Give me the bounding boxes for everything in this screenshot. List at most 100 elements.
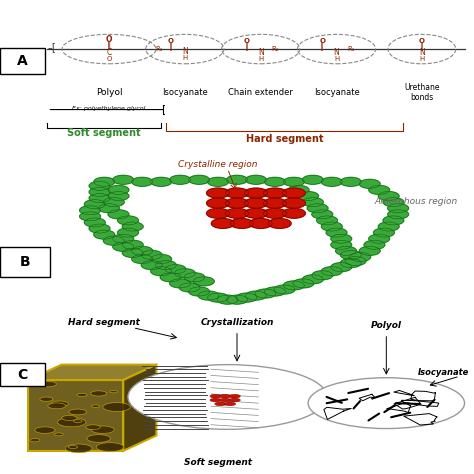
- Text: ‖: ‖: [169, 42, 173, 51]
- Circle shape: [151, 267, 172, 276]
- Circle shape: [96, 443, 124, 452]
- Circle shape: [340, 177, 361, 186]
- Circle shape: [141, 250, 162, 259]
- Circle shape: [321, 267, 342, 276]
- Circle shape: [80, 212, 100, 221]
- Circle shape: [122, 248, 143, 257]
- Circle shape: [48, 403, 66, 409]
- Circle shape: [86, 425, 100, 429]
- Circle shape: [331, 234, 352, 243]
- Text: Chain extender: Chain extender: [228, 88, 293, 97]
- Text: N: N: [419, 48, 425, 57]
- Circle shape: [99, 204, 119, 213]
- Polygon shape: [28, 365, 156, 380]
- Text: O: O: [244, 38, 249, 44]
- Circle shape: [132, 177, 153, 186]
- Circle shape: [57, 418, 86, 427]
- Circle shape: [179, 283, 200, 292]
- Circle shape: [165, 264, 186, 273]
- Circle shape: [283, 188, 305, 198]
- Polygon shape: [123, 365, 156, 451]
- Circle shape: [208, 177, 228, 186]
- Circle shape: [170, 175, 191, 184]
- Circle shape: [132, 246, 153, 255]
- Text: H: H: [419, 56, 425, 62]
- Circle shape: [369, 234, 390, 243]
- Circle shape: [207, 198, 229, 208]
- Text: Soft segment: Soft segment: [67, 128, 141, 138]
- Circle shape: [103, 198, 124, 207]
- Circle shape: [198, 291, 219, 300]
- Circle shape: [91, 426, 114, 433]
- Text: O: O: [106, 35, 112, 44]
- Circle shape: [141, 261, 162, 270]
- Circle shape: [51, 401, 68, 407]
- Circle shape: [87, 435, 110, 442]
- Circle shape: [246, 175, 266, 184]
- Circle shape: [268, 219, 291, 228]
- Circle shape: [302, 175, 323, 184]
- Text: bonds: bonds: [410, 93, 434, 102]
- Circle shape: [69, 409, 86, 415]
- Circle shape: [245, 209, 267, 218]
- Text: Isocyanate: Isocyanate: [418, 368, 469, 377]
- Circle shape: [374, 228, 394, 237]
- Circle shape: [113, 234, 134, 243]
- Circle shape: [108, 185, 129, 194]
- Circle shape: [170, 279, 191, 288]
- Circle shape: [227, 295, 247, 304]
- Circle shape: [103, 236, 124, 245]
- FancyBboxPatch shape: [0, 48, 45, 74]
- Circle shape: [210, 394, 221, 398]
- Circle shape: [122, 222, 143, 231]
- Circle shape: [226, 209, 248, 218]
- Text: H: H: [334, 56, 339, 62]
- Circle shape: [189, 287, 210, 296]
- Text: ‖: ‖: [107, 41, 111, 50]
- Circle shape: [293, 279, 314, 288]
- Circle shape: [283, 281, 304, 290]
- Circle shape: [118, 228, 138, 237]
- Circle shape: [113, 242, 134, 251]
- Circle shape: [35, 427, 55, 433]
- Circle shape: [283, 198, 305, 208]
- Circle shape: [89, 188, 110, 196]
- Circle shape: [217, 295, 238, 304]
- Circle shape: [226, 188, 248, 198]
- Circle shape: [326, 228, 347, 237]
- Circle shape: [383, 198, 404, 207]
- Circle shape: [219, 394, 231, 398]
- Circle shape: [89, 193, 110, 202]
- Circle shape: [193, 277, 214, 286]
- Text: N: N: [258, 48, 264, 57]
- Text: R₁: R₁: [347, 46, 355, 52]
- Circle shape: [73, 420, 82, 422]
- Circle shape: [30, 438, 40, 442]
- Text: B: B: [19, 255, 30, 269]
- Circle shape: [302, 275, 323, 284]
- Circle shape: [94, 177, 115, 186]
- Circle shape: [264, 209, 286, 218]
- Circle shape: [307, 204, 328, 213]
- Text: Polyol: Polyol: [96, 88, 122, 97]
- Text: ‖: ‖: [245, 42, 248, 51]
- Circle shape: [207, 209, 229, 218]
- Circle shape: [40, 382, 56, 387]
- Circle shape: [317, 216, 337, 225]
- Text: O: O: [106, 56, 112, 62]
- Circle shape: [298, 191, 319, 201]
- Circle shape: [89, 224, 110, 233]
- Circle shape: [210, 398, 221, 402]
- Circle shape: [103, 402, 130, 411]
- Text: Soft segment: Soft segment: [184, 458, 252, 467]
- Circle shape: [246, 291, 266, 300]
- Circle shape: [288, 185, 309, 194]
- Circle shape: [264, 287, 285, 296]
- Circle shape: [312, 271, 333, 280]
- Circle shape: [211, 219, 234, 228]
- Circle shape: [283, 209, 305, 218]
- Text: N: N: [182, 47, 188, 56]
- Text: Urethane: Urethane: [404, 83, 439, 92]
- Circle shape: [227, 175, 247, 184]
- Circle shape: [331, 263, 352, 272]
